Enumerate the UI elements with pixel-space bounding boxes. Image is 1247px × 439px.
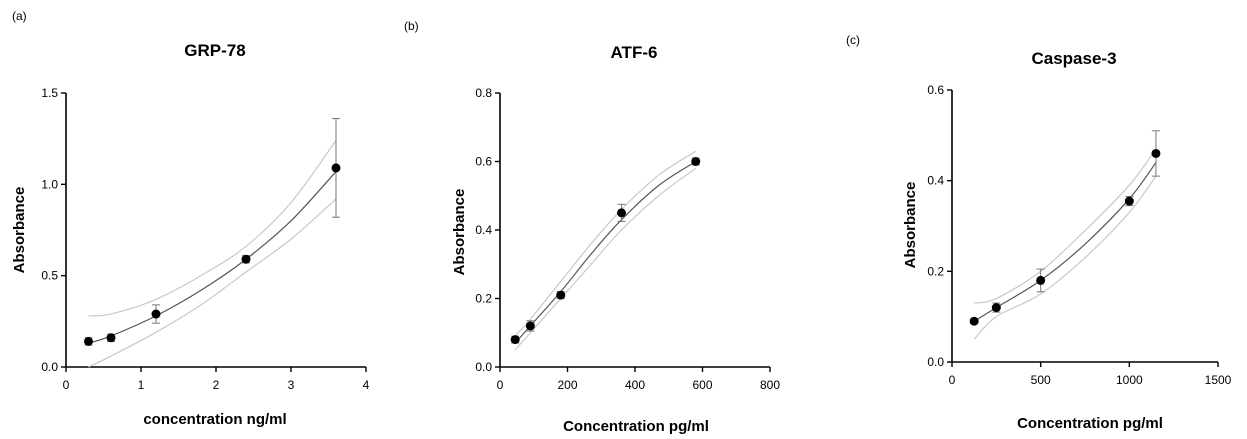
- data-point: [691, 157, 701, 166]
- chart-svg: (b) ATF-6 Concentration pg/ml Absorbance…: [404, 19, 780, 435]
- y-tick-label: 0.8: [475, 86, 492, 100]
- plot-area: 0 200 400 600 800 0.0 0.2 0.4 0.6 0.8: [475, 86, 780, 392]
- y-tick-label: 0.2: [927, 264, 944, 278]
- panel-c: (c) Caspase-3 Concentration pg/ml Absorb…: [800, 0, 1247, 439]
- fit-curve: [514, 160, 697, 344]
- panel-label: (b): [404, 19, 419, 33]
- y-tick-label: 0.0: [41, 360, 58, 374]
- plot-area: 0 500 1000 1500 0.0 0.2 0.4 0.6: [927, 83, 1231, 387]
- data-point: [525, 321, 535, 331]
- chart-title: ATF-6: [611, 43, 658, 62]
- x-tick-label: 3: [288, 378, 295, 392]
- y-axis-label: Absorbance: [451, 189, 468, 276]
- data-point: [1151, 148, 1161, 158]
- x-tick-label: 800: [760, 378, 780, 392]
- data-point: [1036, 275, 1046, 285]
- y-tick-label: 0.5: [41, 269, 58, 283]
- x-tick-label: 1: [138, 378, 145, 392]
- y-tick-label: 0.6: [927, 83, 944, 97]
- x-tick-label: 0: [949, 373, 956, 387]
- data-point: [84, 336, 93, 346]
- y-tick-label: 0.0: [927, 355, 944, 369]
- y-tick-label: 0.4: [927, 174, 944, 188]
- panel-b: (b) ATF-6 Concentration pg/ml Absorbance…: [400, 0, 800, 439]
- data-point: [969, 316, 979, 326]
- data-point: [510, 335, 520, 345]
- x-tick-label: 2: [213, 378, 220, 392]
- chart-title: Caspase-3: [1031, 49, 1116, 68]
- y-tick-label: 1.5: [41, 86, 58, 100]
- x-tick-label: 600: [692, 378, 712, 392]
- y-axis-label: Absorbance: [902, 182, 919, 269]
- data-point: [106, 333, 116, 343]
- chart-title: GRP-78: [184, 41, 245, 60]
- y-tick-label: 1.0: [41, 177, 58, 191]
- y-tick-label: 0.4: [475, 223, 492, 237]
- x-axis-label: Concentration pg/ml: [1017, 415, 1163, 432]
- x-tick-label: 1500: [1205, 373, 1232, 387]
- data-point: [331, 163, 341, 173]
- upper-confidence-band: [88, 140, 337, 317]
- panel-a: (a) GRP-78 concentration ng/ml Absorbanc…: [0, 0, 400, 439]
- upper-confidence-band: [974, 148, 1157, 304]
- data-point: [991, 303, 1001, 313]
- x-axis-label: concentration ng/ml: [143, 411, 286, 428]
- data-point: [241, 254, 251, 264]
- panel-label: (a): [12, 9, 27, 23]
- lower-confidence-band: [973, 175, 1157, 340]
- y-axis-label: Absorbance: [11, 187, 28, 274]
- data-point: [617, 208, 626, 218]
- x-tick-label: 0: [63, 378, 70, 392]
- upper-confidence-band: [514, 150, 697, 337]
- x-tick-label: 1000: [1116, 373, 1143, 387]
- x-tick-label: 500: [1031, 373, 1051, 387]
- x-tick-label: 400: [625, 378, 645, 392]
- data-point: [1124, 196, 1134, 206]
- fit-curve: [88, 171, 337, 344]
- plot-area: 0 1 2 3 4 0.0 0.5 1.0 1.5: [41, 86, 369, 392]
- lower-confidence-band: [88, 198, 337, 368]
- x-tick-label: 4: [363, 378, 370, 392]
- y-tick-label: 0.6: [475, 155, 492, 169]
- chart-svg: (c) Caspase-3 Concentration pg/ml Absorb…: [846, 33, 1232, 432]
- x-tick-label: 0: [497, 378, 504, 392]
- y-tick-label: 0.0: [475, 360, 492, 374]
- x-tick-label: 200: [557, 378, 577, 392]
- panel-label: (c): [846, 33, 860, 47]
- y-tick-label: 0.2: [475, 292, 492, 306]
- lower-confidence-band: [514, 167, 697, 351]
- chart-svg: (a) GRP-78 concentration ng/ml Absorbanc…: [11, 9, 370, 428]
- data-point: [556, 290, 566, 300]
- data-point: [151, 309, 161, 319]
- x-axis-label: Concentration pg/ml: [563, 418, 709, 435]
